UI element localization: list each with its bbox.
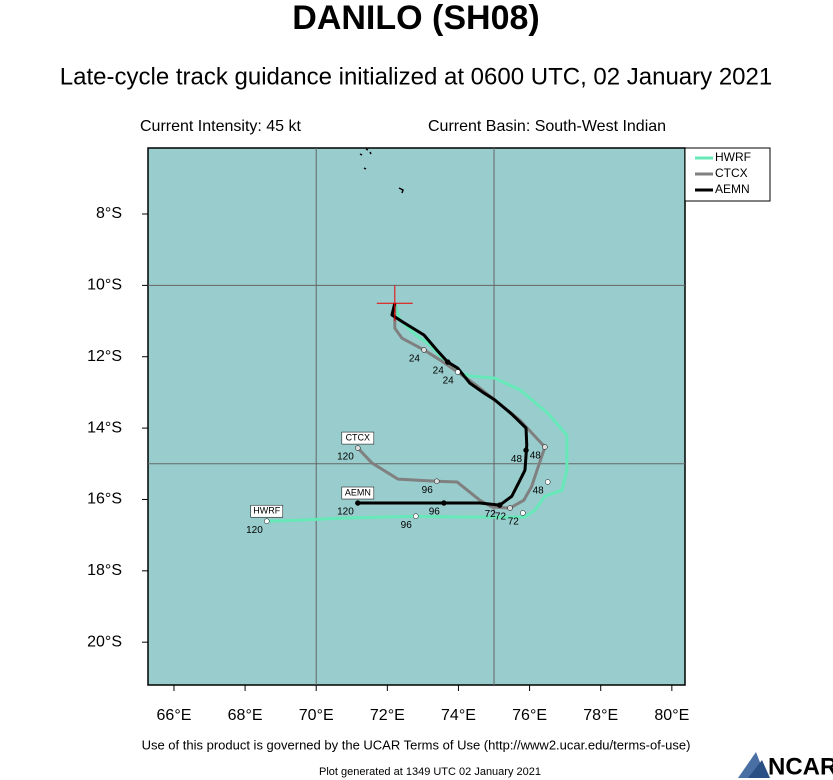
hour-label: 24	[433, 366, 445, 377]
hour-label: 48	[533, 486, 545, 497]
legend-label: AEMN	[715, 182, 750, 196]
x-tick-label: 68°E	[228, 707, 263, 724]
track	[357, 302, 529, 507]
island	[359, 148, 404, 194]
hour-label: 96	[422, 485, 434, 496]
logo: NCAR	[768, 753, 833, 780]
hour-label: 72	[508, 517, 520, 528]
hour-label: 24	[443, 376, 455, 387]
track	[356, 303, 547, 510]
x-tick-label: 72°E	[370, 707, 405, 724]
track-point	[507, 505, 513, 511]
track-name: AEMN	[345, 487, 371, 497]
y-tick-label: 10°S	[87, 277, 122, 294]
track-point	[434, 478, 440, 485]
track-name-box	[341, 431, 375, 445]
track-point	[445, 359, 451, 365]
footer: Use of this product is governed by the U…	[142, 737, 691, 752]
y-tick-label: 8°S	[96, 205, 122, 222]
track	[266, 302, 569, 523]
track-name-box	[250, 504, 284, 518]
y-tick-label: 20°S	[87, 633, 122, 650]
track-point	[413, 513, 419, 519]
logo-mark	[738, 752, 770, 778]
hour-label: 48	[530, 451, 542, 462]
track-point	[441, 500, 447, 506]
y-tick-label: 18°S	[87, 562, 122, 579]
track-name: HWRF	[253, 506, 280, 516]
hour-label: 96	[429, 507, 441, 518]
track-point	[520, 510, 526, 516]
track-name: CTCX	[346, 432, 371, 442]
y-tick-label: 12°S	[87, 348, 122, 365]
subtitle: Late-cycle track guidance initialized at…	[60, 63, 772, 90]
x-tick-label: 66°E	[157, 707, 192, 724]
track-point	[542, 444, 548, 450]
x-tick-label: 70°E	[299, 707, 334, 724]
title: DANILO (SH08)	[292, 0, 539, 37]
hour-label: 48	[511, 454, 523, 465]
hour-label: 96	[401, 520, 413, 531]
generated: Plot generated at 1349 UTC 02 January 20…	[319, 766, 541, 778]
track-name-box	[341, 486, 375, 500]
track-point	[523, 447, 529, 453]
hour-label: 72	[495, 512, 507, 523]
basin: Current Basin: South-West Indian	[428, 118, 666, 135]
x-tick-label: 80°E	[654, 707, 689, 724]
ocean	[147, 147, 686, 686]
y-tick-label: 16°S	[87, 491, 122, 508]
legend-label: HWRF	[715, 150, 751, 164]
hour-label: 24	[409, 354, 421, 365]
track-point	[355, 445, 361, 451]
track-point	[355, 500, 361, 506]
track-point	[496, 502, 503, 508]
hour-label: 72	[485, 509, 497, 520]
track-point	[421, 347, 427, 353]
intensity: Current Intensity: 45 kt	[140, 118, 302, 135]
x-tick-label: 76°E	[512, 707, 547, 724]
x-tick-label: 78°E	[583, 707, 618, 724]
track-point	[544, 479, 551, 485]
y-tick-label: 14°S	[87, 419, 122, 436]
legend-label: CTCX	[715, 166, 748, 180]
track-point	[264, 518, 270, 524]
hour-label: 120	[337, 452, 354, 463]
track-point	[455, 369, 461, 375]
hour-label: 120	[337, 507, 354, 518]
x-tick-label: 74°E	[441, 707, 476, 724]
legend: HWRF CTCX AEMN	[684, 147, 771, 202]
hour-label: 120	[246, 525, 263, 536]
